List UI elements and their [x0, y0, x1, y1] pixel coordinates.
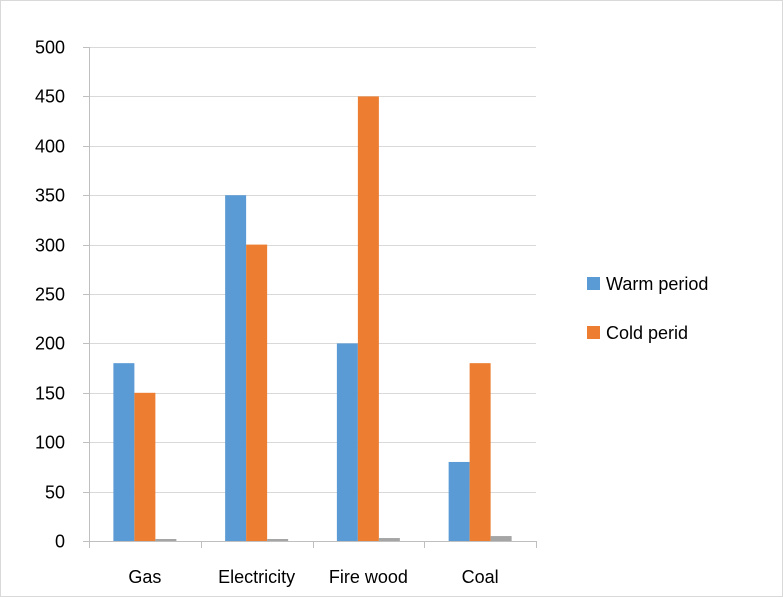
bar-cold-perid-fire-wood: [357, 96, 379, 542]
bar-series-3-coal: [490, 536, 512, 541]
legend-item: Warm period: [587, 274, 708, 294]
bar-warm-period-fire-wood: [336, 343, 358, 541]
y-tick-label: 0: [55, 532, 65, 552]
bar-series-3-electricity: [267, 539, 289, 541]
bars: [113, 96, 512, 542]
y-tick-label: 50: [45, 483, 65, 503]
bar-series-3-fire-wood: [378, 538, 400, 541]
bar-cold-perid-gas: [134, 392, 156, 541]
bar-warm-period-coal: [448, 461, 470, 541]
x-tick-label: Fire wood: [329, 567, 408, 587]
bar-series-3-gas: [155, 539, 177, 541]
legend-label: Cold perid: [606, 323, 688, 343]
y-tick-labels: 0 50 100 150 200 250 300 350 400 450 500: [35, 38, 65, 552]
y-tick-label: 450: [35, 87, 65, 107]
gridlines: [89, 47, 536, 493]
y-tick-label: 400: [35, 137, 65, 157]
legend-item: Cold perid: [587, 323, 688, 343]
legend-swatch: [587, 277, 600, 290]
y-tick-label: 300: [35, 236, 65, 256]
bar-warm-period-electricity: [225, 195, 247, 541]
legend-label: Warm period: [606, 274, 708, 294]
y-tick-label: 100: [35, 433, 65, 453]
bar-cold-perid-electricity: [246, 244, 268, 541]
legend: Warm period Cold perid: [587, 274, 708, 343]
legend-swatch: [587, 326, 600, 339]
y-tick-label: 500: [35, 38, 65, 58]
x-tick-labels: Gas Electricity Fire wood Coal: [128, 567, 498, 587]
bar-warm-period-gas: [113, 363, 135, 541]
x-tick-label: Electricity: [218, 567, 295, 587]
y-tick-label: 350: [35, 186, 65, 206]
bar-cold-perid-coal: [469, 363, 491, 541]
y-tick-label: 150: [35, 384, 65, 404]
x-tick-label: Coal: [462, 567, 499, 587]
axes: [83, 47, 537, 548]
x-tick-label: Gas: [128, 567, 161, 587]
y-tick-label: 200: [35, 334, 65, 354]
y-tick-label: 250: [35, 285, 65, 305]
